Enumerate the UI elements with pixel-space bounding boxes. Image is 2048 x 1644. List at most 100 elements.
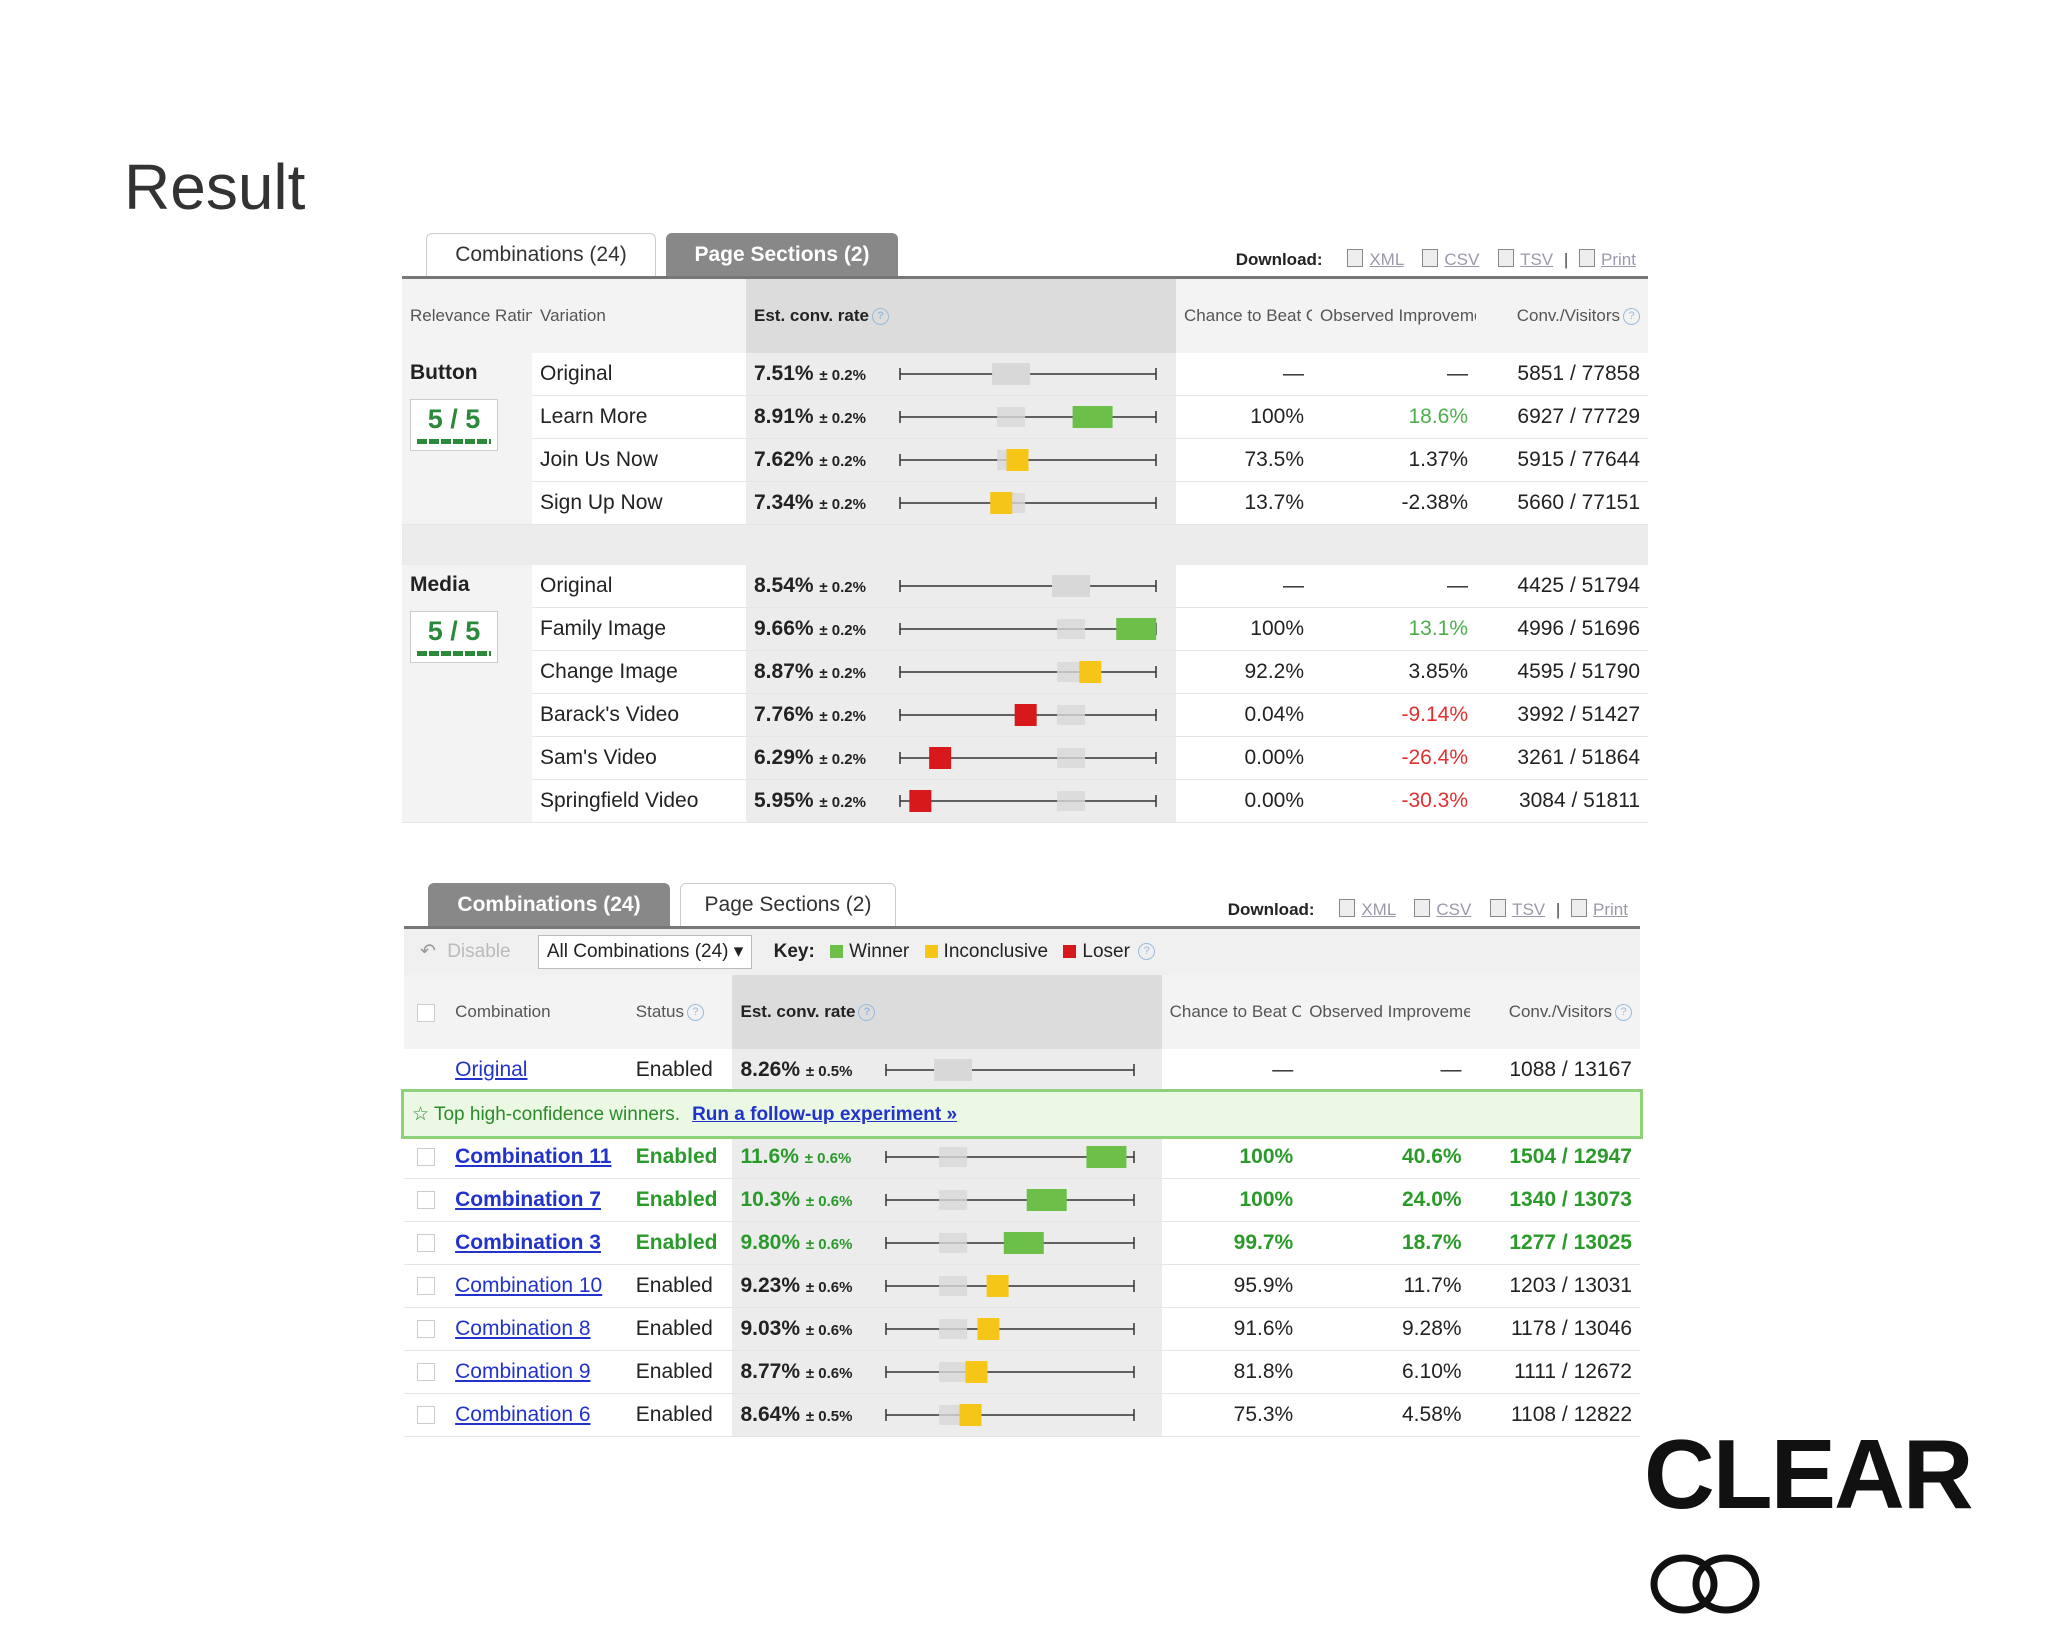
- download-tsv-link[interactable]: TSV: [1512, 900, 1546, 919]
- row-checkbox[interactable]: [416, 1191, 435, 1210]
- conv-rate-ci: ± 0.6%: [804, 1150, 852, 1167]
- conv-rate-marker: [1086, 1146, 1127, 1168]
- page-sections-table: Relevance Rating? Variation Est. conv. r…: [402, 279, 1649, 823]
- row-checkbox[interactable]: [416, 1320, 435, 1339]
- combination-link[interactable]: Combination 10: [455, 1274, 603, 1297]
- chance-to-beat: 0.04%: [1176, 693, 1313, 737]
- est-conv-rate: 7.34% ± 0.2%: [746, 481, 886, 525]
- row-checkbox[interactable]: [416, 1406, 435, 1425]
- conv-rate-bar: [885, 1275, 1135, 1297]
- row-checkbox[interactable]: [416, 1277, 435, 1296]
- combination-link[interactable]: Combination 7: [455, 1188, 601, 1211]
- est-conv-rate: 9.80% ± 0.6%: [732, 1221, 873, 1265]
- conv-rate-bar-cell: [872, 1307, 1162, 1351]
- status-value: Enabled: [627, 1307, 733, 1351]
- observed-improvement: 24.0%: [1301, 1178, 1470, 1222]
- observed-improvement: -26.4%: [1312, 736, 1477, 780]
- print-link[interactable]: Print: [1601, 250, 1636, 269]
- download-xml-link[interactable]: XML: [1361, 900, 1396, 919]
- est-conv-rate: 7.76% ± 0.2%: [746, 693, 886, 737]
- conv-visitors: 3084 / 51811: [1476, 779, 1649, 823]
- conv-rate-bar-cell: [886, 736, 1177, 780]
- print-icon: [1571, 899, 1588, 917]
- chance-to-beat: 91.6%: [1161, 1307, 1302, 1351]
- help-icon[interactable]: ?: [1623, 308, 1641, 326]
- observed-improvement: 6.10%: [1301, 1350, 1470, 1394]
- conv-rate-ci: ± 0.6%: [805, 1193, 853, 1210]
- conv-rate-ci: ± 0.2%: [819, 410, 866, 427]
- follow-up-experiment-link[interactable]: Run a follow-up experiment »: [692, 1103, 958, 1125]
- winners-banner-text: Top high-confidence winners.: [433, 1103, 681, 1125]
- undo-icon[interactable]: ↶: [420, 941, 436, 962]
- status-value: Enabled: [627, 1393, 733, 1437]
- download-bar: Download: XML CSV TSV | Print: [1228, 899, 1628, 920]
- row-checkbox[interactable]: [416, 1234, 435, 1253]
- help-icon[interactable]: ?: [1615, 1004, 1632, 1022]
- rating-bar: [417, 439, 491, 444]
- combinations-panel: Combinations (24) Page Sections (2) Down…: [401, 876, 1643, 1437]
- help-icon[interactable]: ?: [858, 1004, 876, 1022]
- download-csv-link[interactable]: CSV: [1436, 900, 1472, 919]
- row-checkbox[interactable]: [416, 1148, 435, 1167]
- chance-to-beat: 99.7%: [1161, 1221, 1302, 1265]
- conv-rate-value: 10.3%: [740, 1188, 801, 1211]
- tab-page-sections[interactable]: Page Sections (2): [680, 883, 896, 926]
- help-icon[interactable]: ?: [871, 308, 889, 326]
- est-conv-rate: 7.62% ± 0.2%: [746, 438, 886, 482]
- conv-visitors: 6927 / 77729: [1476, 395, 1649, 439]
- combination-link[interactable]: Combination 11: [455, 1145, 612, 1168]
- row-checkbox[interactable]: [416, 1363, 435, 1382]
- conv-rate-ci: ± 0.6%: [805, 1365, 853, 1382]
- conv-rate-bar-cell: [886, 693, 1177, 737]
- download-tsv-link[interactable]: TSV: [1520, 250, 1554, 269]
- header-conv-visitors: Conv./Visitors?: [1469, 975, 1640, 1049]
- conv-rate-marker: [1116, 618, 1157, 640]
- row-select-cell: [404, 1136, 448, 1179]
- chance-to-beat: —: [1176, 353, 1313, 396]
- top-tab-bar: Combinations (24) Page Sections (2) Down…: [402, 226, 1648, 279]
- chance-to-beat: —: [1161, 1049, 1302, 1092]
- conv-rate-marker: [1026, 1189, 1067, 1211]
- conv-visitors: 1504 / 12947: [1469, 1136, 1640, 1179]
- status-value: Enabled: [627, 1350, 733, 1394]
- key-label: Key:: [773, 941, 815, 962]
- download-separator: |: [1563, 250, 1569, 269]
- tab-combinations[interactable]: Combinations (24): [426, 233, 656, 276]
- tab-combinations[interactable]: Combinations (24): [428, 883, 670, 926]
- est-conv-rate: 6.29% ± 0.2%: [746, 736, 886, 780]
- conv-rate-bar: [885, 1189, 1135, 1211]
- relevance-rating-value: 5 / 5: [427, 616, 481, 646]
- conv-rate-bar-cell: [886, 353, 1177, 396]
- conv-rate-marker: [990, 492, 1013, 514]
- combination-name-cell: Original: [447, 1049, 628, 1092]
- status-value: Enabled: [627, 1221, 733, 1265]
- combination-link[interactable]: Original: [455, 1058, 528, 1081]
- combination-link[interactable]: Combination 3: [455, 1231, 601, 1254]
- combination-link[interactable]: Combination 6: [455, 1403, 591, 1426]
- row-select-cell-empty: [404, 1049, 448, 1092]
- help-icon[interactable]: ?: [1138, 943, 1156, 961]
- header-select-all: [404, 975, 448, 1049]
- conv-visitors: 5915 / 77644: [1476, 438, 1649, 482]
- select-all-checkbox[interactable]: [416, 1003, 435, 1022]
- conv-rate-bar-cell: [872, 1350, 1162, 1394]
- disable-button[interactable]: Disable: [447, 941, 511, 962]
- combinations-filter-select[interactable]: All Combinations (24) ▾: [537, 934, 753, 969]
- conv-rate-bar-cell: [872, 1049, 1162, 1092]
- variation-row: Barack's Video 7.76% ± 0.2% 0.04% -9.14% 399…: [402, 693, 1649, 737]
- star-icon: ☆: [412, 1103, 434, 1125]
- header-chance: Chance to Beat Orig.?: [1161, 975, 1302, 1049]
- download-xml-link[interactable]: XML: [1369, 250, 1404, 269]
- row-select-cell: [404, 1307, 448, 1351]
- combination-link[interactable]: Combination 8: [455, 1317, 591, 1340]
- download-csv-link[interactable]: CSV: [1444, 250, 1480, 269]
- observed-improvement: 18.6%: [1312, 395, 1477, 439]
- combination-link[interactable]: Combination 9: [455, 1360, 591, 1383]
- section-spacer: [402, 524, 1649, 565]
- print-link[interactable]: Print: [1593, 900, 1628, 919]
- tab-page-sections[interactable]: Page Sections (2): [666, 233, 898, 276]
- conv-rate-bar-cell: [872, 1393, 1162, 1437]
- variation-row: Button 5 / 5 Original 7.51% ± 0.2% — —5851 / …: [402, 353, 1649, 525]
- tsv-icon: [1490, 899, 1507, 917]
- help-icon[interactable]: ?: [686, 1004, 704, 1022]
